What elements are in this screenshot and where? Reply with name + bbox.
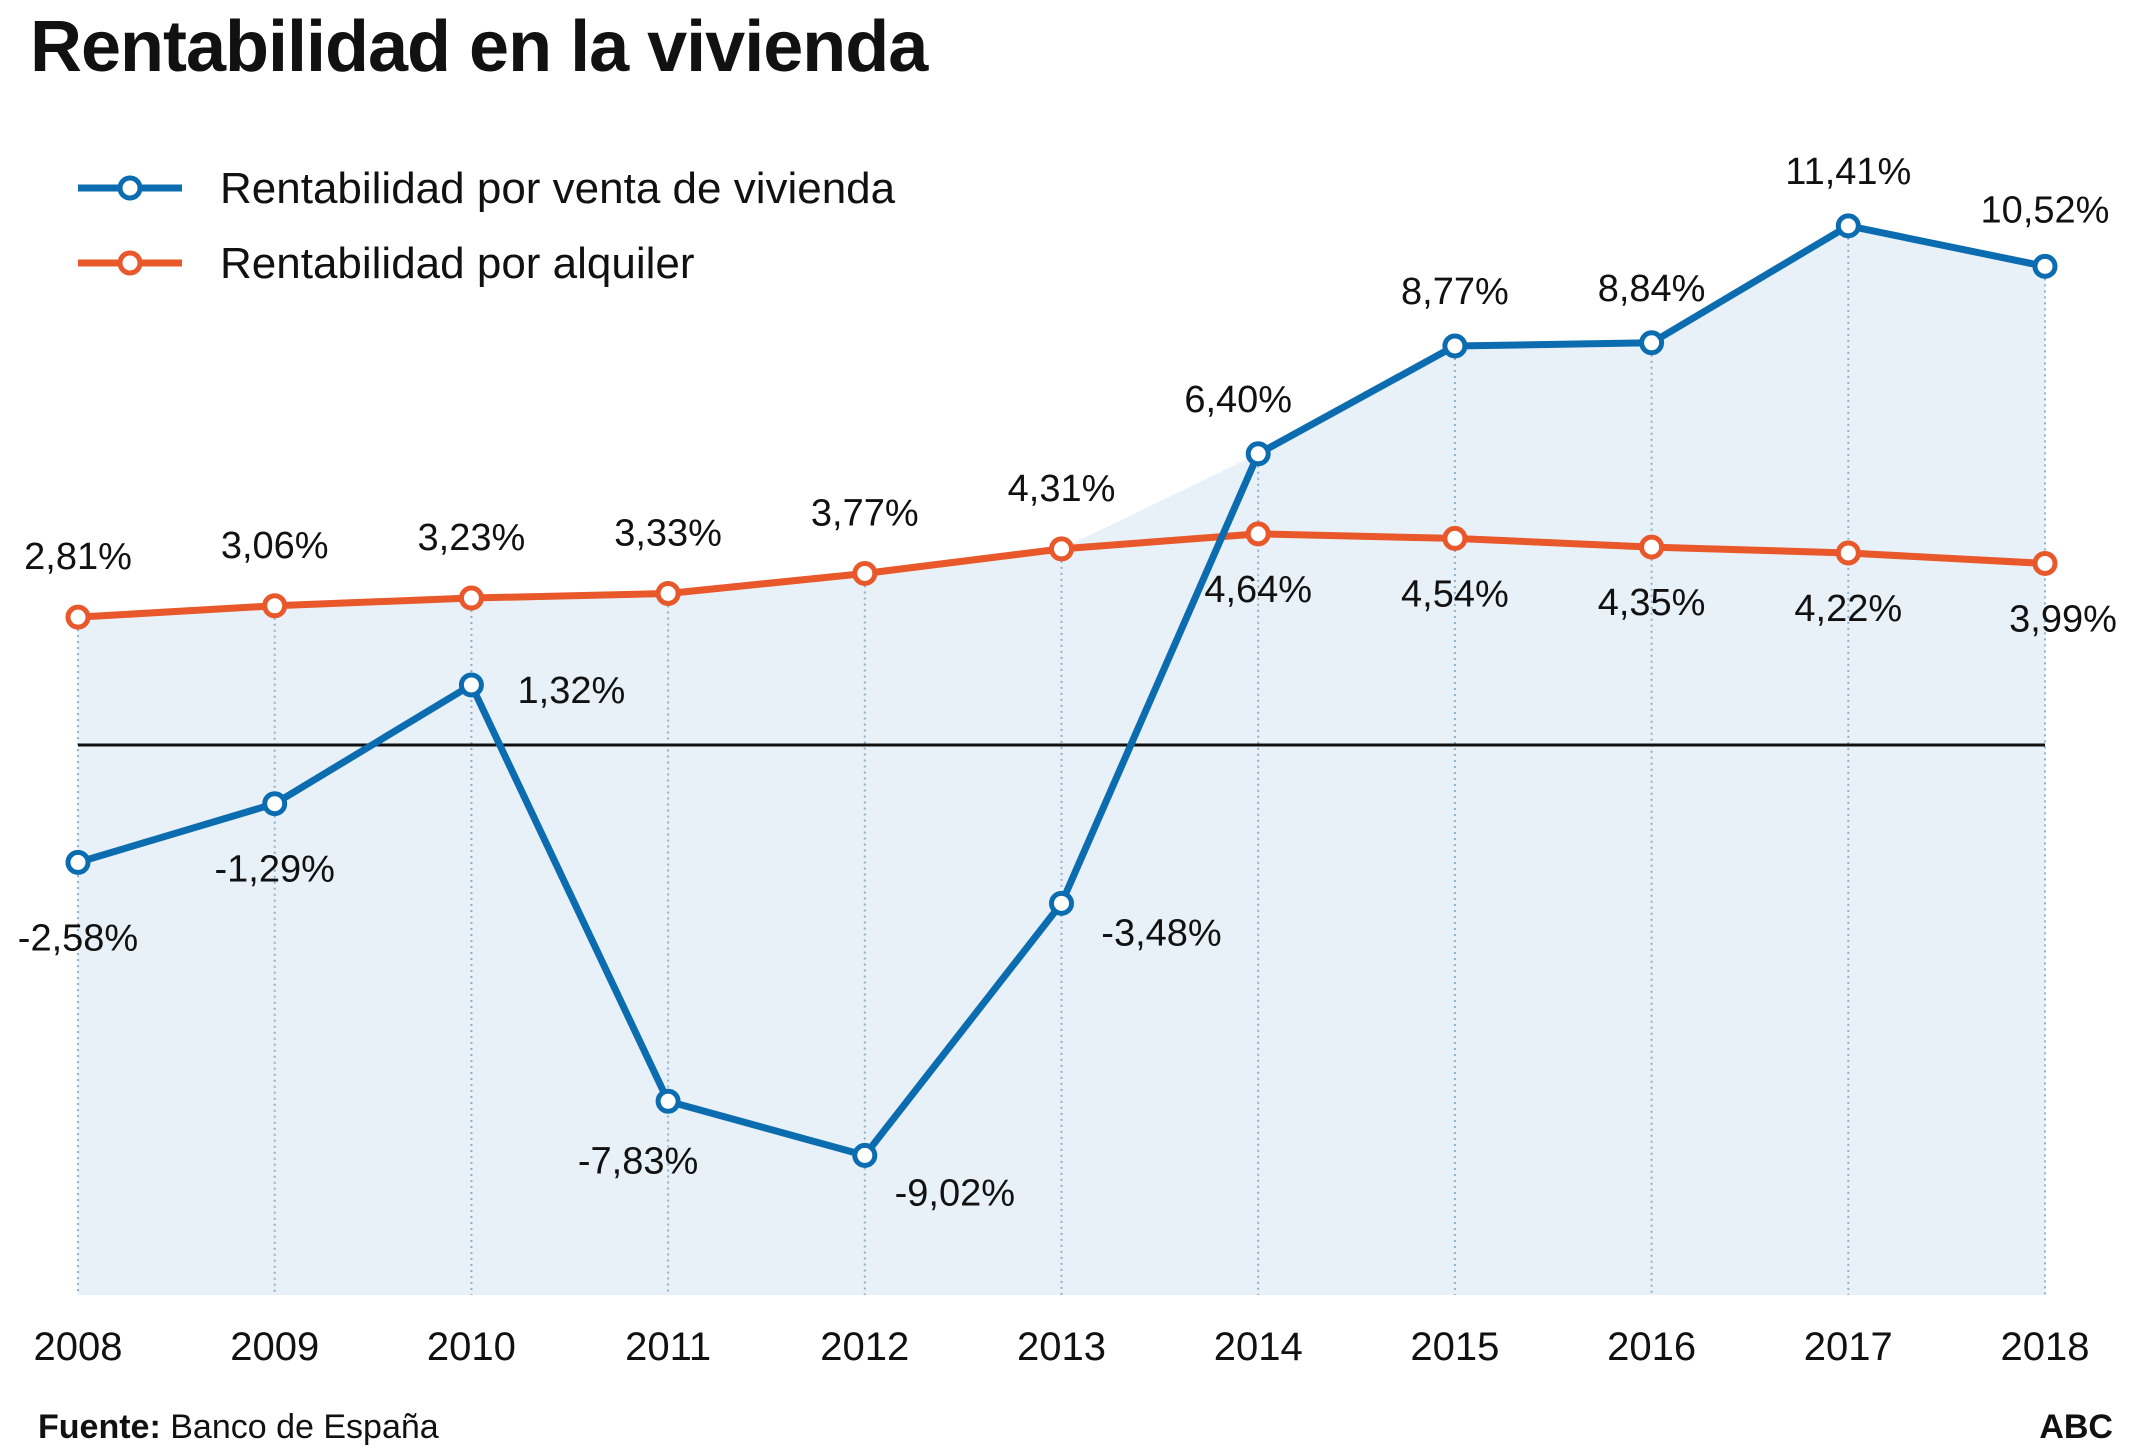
- rent-point-2009: [262, 593, 288, 619]
- sale-label-2009: -1,29%: [214, 849, 334, 891]
- x-tick-2008: 2008: [34, 1325, 123, 1369]
- sale-point-2009: [262, 791, 288, 817]
- rent-label-2008: 2,81%: [24, 536, 132, 578]
- x-tick-2011: 2011: [625, 1325, 711, 1369]
- chart-title: Rentabilidad en la vivienda: [30, 7, 928, 87]
- sale-point-2017: [1835, 213, 1861, 239]
- x-tick-2016: 2016: [1607, 1325, 1696, 1369]
- x-tick-2018: 2018: [2001, 1325, 2090, 1369]
- rent-label-2014: 4,64%: [1204, 569, 1312, 611]
- sale-label-2018: 10,52%: [1981, 189, 2110, 231]
- x-tick-2017: 2017: [1804, 1325, 1893, 1369]
- rent-label-2017: 4,22%: [1794, 588, 1902, 630]
- sale-point-2018: [2032, 253, 2058, 279]
- rent-point-2008: [65, 604, 91, 630]
- rent-label-2016: 4,35%: [1598, 582, 1706, 624]
- rent-label-2012: 3,77%: [811, 492, 919, 534]
- brand-logo-text: ABC: [2039, 1408, 2113, 1446]
- x-tick-2012: 2012: [820, 1325, 909, 1369]
- sale-label-2015: 8,77%: [1401, 271, 1509, 313]
- rent-point-2013: [1049, 536, 1074, 562]
- rent-label-2018: 3,99%: [2009, 598, 2117, 640]
- source-note: Fuente: Banco de España: [38, 1408, 439, 1447]
- rent-point-2018: [2032, 550, 2058, 576]
- source-label: Fuente:: [38, 1408, 161, 1446]
- sale-label-2013: -3,48%: [1101, 912, 1221, 954]
- x-tick-2014: 2014: [1214, 1325, 1303, 1369]
- sale-label-2010: 1,32%: [518, 670, 626, 712]
- x-tick-2009: 2009: [230, 1325, 319, 1369]
- sale-point-2016: [1639, 330, 1665, 356]
- rent-point-2017: [1835, 540, 1861, 566]
- rent-label-2009: 3,06%: [221, 525, 329, 567]
- rent-point-2014: [1245, 521, 1271, 547]
- sale-point-2011: [655, 1088, 681, 1114]
- sale-point-2014: [1245, 441, 1271, 467]
- legend-rent-label: Rentabilidad por alquiler: [220, 239, 695, 288]
- sale-label-2017: 11,41%: [1785, 151, 1911, 193]
- legend-rent-marker: [117, 250, 143, 276]
- x-tick-2010: 2010: [427, 1325, 516, 1369]
- rent-label-2011: 3,33%: [614, 512, 722, 554]
- x-tick-2013: 2013: [1017, 1325, 1106, 1369]
- rent-label-2010: 3,23%: [418, 517, 526, 559]
- source-text: Banco de España: [170, 1408, 439, 1446]
- sale-point-2010: [458, 672, 484, 698]
- sale-point-2008: [65, 849, 91, 875]
- rent-point-2012: [852, 560, 878, 586]
- legend-sale-label: Rentabilidad por venta de vivienda: [220, 164, 896, 213]
- rent-label-2013: 4,31%: [1008, 468, 1116, 510]
- rent-label-2015: 4,54%: [1401, 573, 1509, 615]
- sale-point-2012: [852, 1142, 878, 1168]
- sale-label-2016: 8,84%: [1598, 268, 1706, 310]
- x-tick-2015: 2015: [1410, 1325, 1499, 1369]
- rent-point-2015: [1442, 525, 1468, 551]
- sale-label-2011: -7,83%: [578, 1140, 698, 1182]
- legend-sale-marker: [117, 175, 143, 201]
- rent-point-2016: [1639, 534, 1665, 560]
- sale-label-2008: -2,58%: [18, 917, 138, 959]
- sale-label-2012: -9,02%: [895, 1172, 1015, 1214]
- rent-point-2011: [655, 580, 681, 606]
- sale-point-2015: [1442, 333, 1468, 359]
- sale-point-2013: [1049, 890, 1074, 916]
- sale-label-2014: 6,40%: [1184, 379, 1292, 421]
- rent-point-2010: [458, 585, 484, 611]
